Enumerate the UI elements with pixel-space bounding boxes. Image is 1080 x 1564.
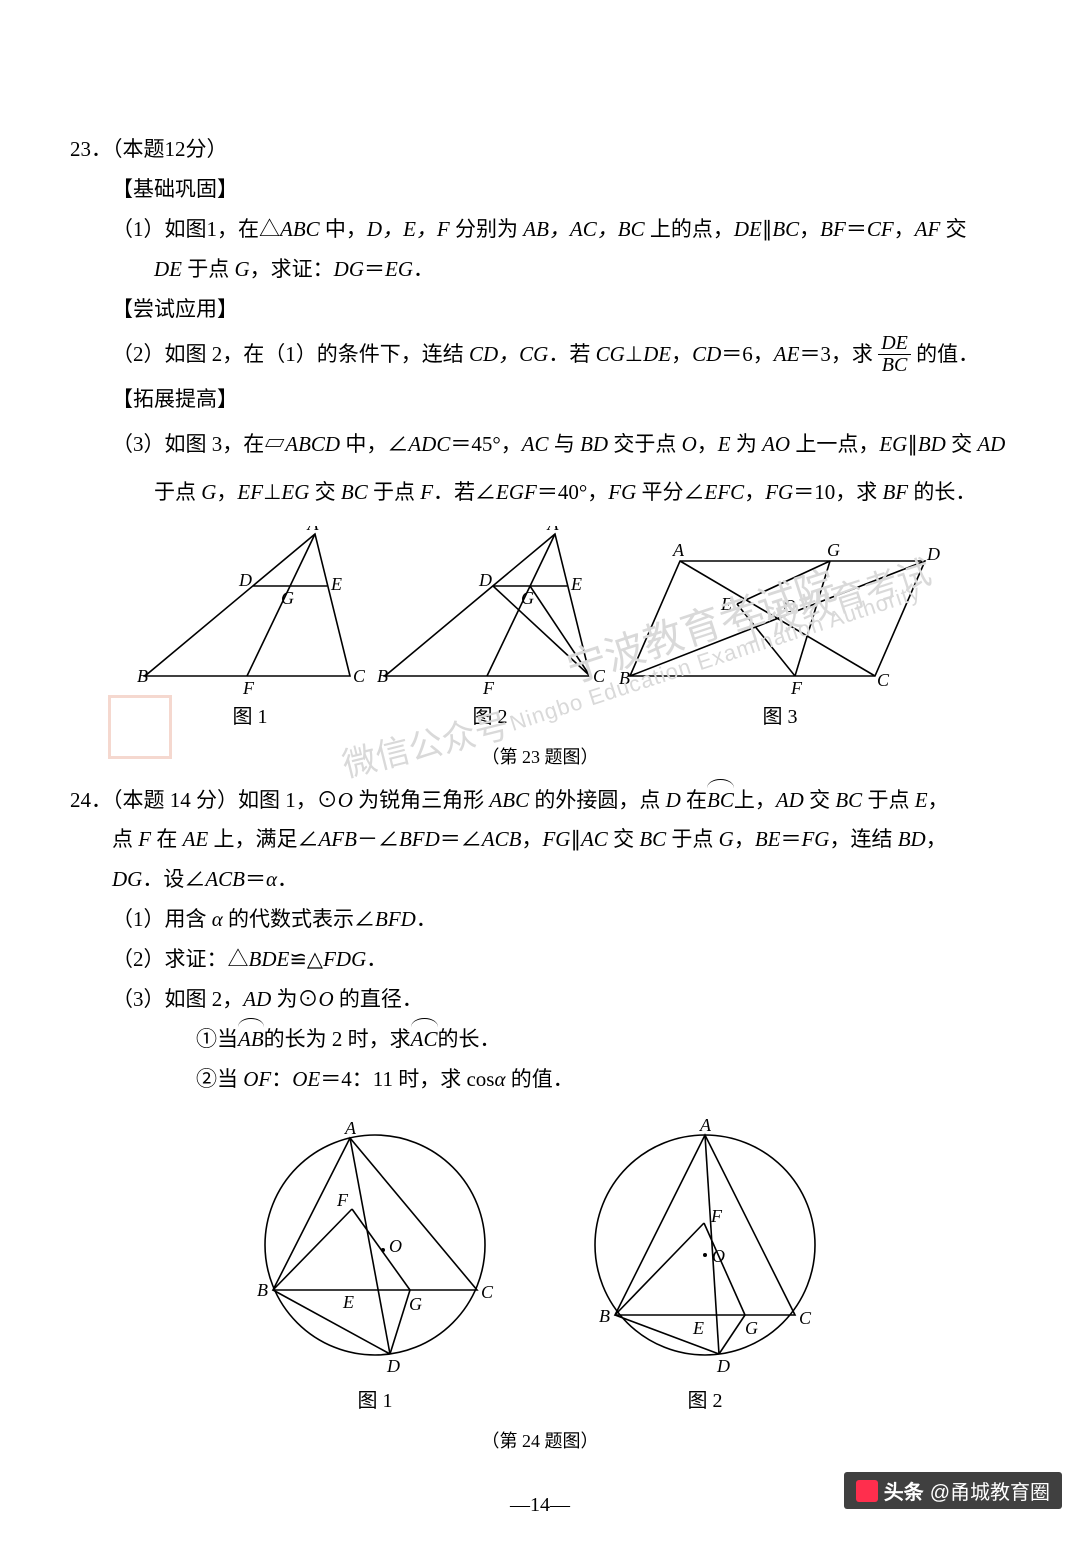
- q24-figures: ABC DEG FO 图 1 ABC DEG FO: [70, 1110, 1010, 1420]
- svg-text:A: A: [344, 1118, 357, 1138]
- svg-text:D: D: [238, 570, 252, 590]
- toutiao-logo-icon: [856, 1480, 878, 1502]
- q23-p1-line1: （1）如图1，在△ABC 中，D，E，F 分别为 AB，AC，BC 上的点，DE…: [112, 210, 1010, 250]
- q23-h1: 【基础巩固】: [112, 170, 1010, 210]
- arc-AC: AC: [411, 1020, 438, 1060]
- svg-text:C: C: [593, 666, 605, 686]
- fig-label: 图 2: [575, 1382, 835, 1420]
- q24-number: 24．: [70, 788, 112, 812]
- footer-watermark: 头条 @甬城教育圈: [844, 1472, 1062, 1509]
- q23-p3-line1: （3）如图 3，在▱ABCD 中，∠ADC＝45°，AC 与 BD 交于点 O，…: [112, 420, 1010, 468]
- q23-p3-line2: 于点 G，EF⊥EG 交 BC 于点 F．若∠EGF＝40°，FG 平分∠EFC…: [154, 468, 1010, 516]
- q24-line2: 点 F 在 AE 上，满足∠AFB－∠BFD＝∠ACB，FG∥AC 交 BC 于…: [112, 820, 1010, 860]
- q24-p3-2: ②当 OF：OE＝4：11 时，求 cosα 的值．: [196, 1060, 1010, 1100]
- q24-points: （本题 14 分）: [112, 788, 238, 812]
- q23-figures: A BC F DE G 图 1 A BC F DE: [70, 526, 1010, 736]
- svg-text:D: D: [478, 570, 492, 590]
- svg-text:B: B: [619, 668, 630, 688]
- q24-p3: （3）如图 2，AD 为⊙O 的直径．: [112, 980, 1010, 1020]
- svg-text:E: E: [692, 1318, 704, 1338]
- svg-text:G: G: [827, 540, 840, 560]
- q24-line1: 24．（本题 14 分）如图 1，⊙O 为锐角三角形 ABC 的外接圆，点 D …: [70, 781, 1010, 821]
- fraction: DEBC: [878, 333, 911, 376]
- svg-text:C: C: [799, 1308, 812, 1328]
- svg-text:F: F: [482, 678, 495, 696]
- svg-text:B: B: [599, 1306, 610, 1326]
- svg-text:B: B: [137, 666, 148, 686]
- footer-logo-text: 头条: [884, 1476, 924, 1505]
- q23-number: 23．: [70, 137, 112, 161]
- q23-h3: 【拓展提高】: [112, 380, 1010, 420]
- svg-text:C: C: [353, 666, 365, 686]
- arc-AB: AB: [238, 1020, 264, 1060]
- svg-text:F: F: [790, 678, 803, 696]
- q23-fig-caption: （第 23 题图）: [70, 740, 1010, 774]
- svg-text:O: O: [712, 1246, 725, 1266]
- svg-text:G: G: [745, 1318, 758, 1338]
- exam-page: 23．（本题12分） 【基础巩固】 （1）如图1，在△ABC 中，D，E，F 分…: [0, 0, 1080, 1564]
- q24-fig1: A B C D E G F O 图 1: [245, 1110, 505, 1420]
- svg-text:B: B: [257, 1280, 268, 1300]
- arc-BC: BC: [707, 781, 734, 821]
- q23-fig2: A B C F D E G 图 2: [375, 526, 605, 736]
- svg-text:A: A: [699, 1115, 712, 1135]
- svg-text:O: O: [783, 596, 796, 616]
- q24-fig2: A B C DE G FO 图 2: [575, 1110, 835, 1420]
- q23-p2: （2）如图 2，在（1）的条件下，连结 CD，CG．若 CG⊥DE，CD＝6，A…: [112, 329, 1010, 379]
- q24-line3: DG．设∠ACB＝α．: [112, 860, 1010, 900]
- svg-text:D: D: [386, 1356, 400, 1376]
- fig-label: 图 1: [245, 1382, 505, 1420]
- svg-text:A: A: [307, 526, 320, 534]
- svg-text:D: D: [716, 1356, 730, 1376]
- q23-fig3: A D B C O E G F 图 3: [615, 526, 945, 736]
- svg-text:O: O: [389, 1236, 402, 1256]
- svg-text:F: F: [336, 1190, 349, 1210]
- svg-text:B: B: [377, 666, 388, 686]
- svg-text:F: F: [242, 678, 255, 696]
- q24-p1: （1）用含 α 的代数式表示∠BFD．: [112, 900, 1010, 940]
- svg-text:G: G: [281, 588, 294, 608]
- fig-label: 图 2: [375, 698, 605, 736]
- svg-text:C: C: [481, 1282, 494, 1302]
- fig-label: 图 3: [615, 698, 945, 736]
- q24-p3-1: ①当AB的长为 2 时，求AC的长．: [196, 1020, 1010, 1060]
- svg-text:A: A: [547, 526, 560, 534]
- svg-text:C: C: [877, 670, 890, 690]
- svg-text:E: E: [342, 1292, 354, 1312]
- q23-h2: 【尝试应用】: [112, 290, 1010, 330]
- footer-text: @甬城教育圈: [930, 1476, 1050, 1505]
- fig-label: 图 1: [135, 698, 365, 736]
- q23-header: 23．（本题12分）: [70, 130, 1010, 170]
- svg-text:G: G: [409, 1294, 422, 1314]
- svg-text:G: G: [521, 588, 534, 608]
- svg-text:F: F: [710, 1206, 723, 1226]
- svg-text:E: E: [720, 594, 732, 614]
- q24-p2: （2）求证：△BDE≌△FDG．: [112, 940, 1010, 980]
- svg-text:A: A: [672, 540, 685, 560]
- svg-text:E: E: [570, 574, 582, 594]
- q23-fig1: A B C F D E G 图 1: [135, 526, 365, 736]
- q23-p1-line2: DE 于点 G，求证：DG＝EG．: [154, 250, 1010, 290]
- svg-text:D: D: [926, 544, 940, 564]
- svg-text:E: E: [330, 574, 342, 594]
- q23-points: （本题12分）: [112, 137, 228, 161]
- q24-fig-caption: （第 24 题图）: [70, 1424, 1010, 1458]
